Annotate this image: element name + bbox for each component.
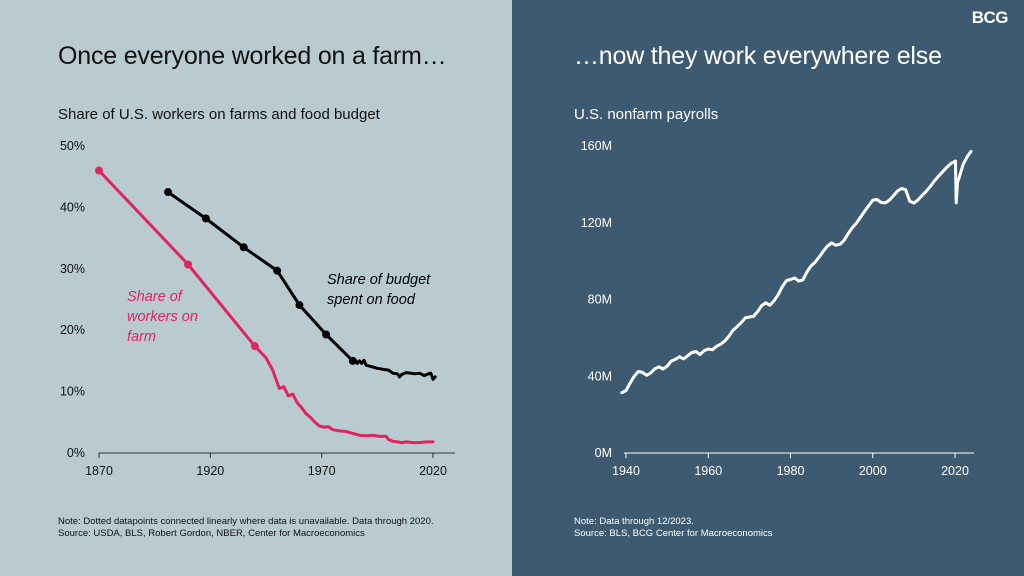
farm-food-chart: 0% 10% 20% 30% 40% 50% 1870 1920 1970 2020 Share o…: [60, 139, 455, 478]
y-tick-label: 160M: [581, 139, 612, 153]
food-budget-label: Share of budget: [327, 272, 431, 288]
y-tick-label: 0M: [595, 446, 612, 460]
farm-workers-label: Share of: [127, 289, 184, 305]
right-note: Note: Data through 12/2023. Source: BLS,…: [574, 516, 773, 540]
x-tick-label: 2020: [941, 464, 969, 478]
food-budget-point: [348, 356, 357, 365]
y-tick-label: 80M: [588, 293, 612, 307]
food-budget-point: [295, 301, 304, 310]
x-tick-label: 1980: [777, 464, 805, 478]
y-tick-label: 120M: [581, 216, 612, 230]
farm-workers-line: [97, 169, 435, 445]
food-budget-point: [164, 188, 173, 197]
x-tick-label: 2020: [419, 464, 447, 478]
x-tick-label: 2000: [859, 464, 887, 478]
x-tick-label: 1960: [694, 464, 722, 478]
payrolls-line: [620, 149, 973, 395]
right-panel: BCG …now they work everywhere else U.S. …: [512, 0, 1024, 576]
right-headline: …now they work everywhere else: [574, 42, 942, 70]
farm-workers-point: [95, 166, 103, 175]
left-headline: Once everyone worked on a farm…: [58, 42, 447, 70]
farm-workers-point: [250, 342, 259, 351]
farm-workers-point: [184, 260, 193, 269]
payrolls-chart: 0M 40M 80M 120M 160M 1940 1960 1980 2000 2020: [581, 139, 974, 478]
y-tick-label: 30%: [60, 262, 85, 276]
bcg-logo: BCG: [971, 8, 1009, 27]
right-chart-title: U.S. nonfarm payrolls: [574, 106, 719, 123]
left-chart-title: Share of U.S. workers on farms and food …: [58, 106, 380, 123]
y-tick-label: 40%: [60, 200, 85, 214]
food-budget-point: [322, 330, 331, 339]
x-tick-label: 1920: [196, 464, 224, 478]
y-tick-label: 40M: [588, 369, 612, 383]
food-budget-line: [166, 190, 437, 381]
y-tick-label: 20%: [60, 323, 85, 337]
food-budget-point: [273, 266, 282, 275]
y-tick-label: 10%: [60, 385, 85, 399]
y-tick-label: 0%: [67, 446, 85, 460]
food-budget-point: [201, 214, 210, 223]
farm-workers-label: workers on: [127, 309, 198, 325]
food-budget-label: spent on food: [327, 292, 416, 308]
x-tick-label: 1970: [308, 464, 336, 478]
x-tick-label: 1940: [612, 464, 640, 478]
right-note-line-1: Note: Data through 12/2023.: [574, 516, 694, 527]
left-panel: Once everyone worked on a farm… Share of…: [0, 0, 512, 576]
left-note: Note: Dotted datapoints connected linear…: [58, 516, 434, 540]
y-tick-label: 50%: [60, 139, 85, 153]
left-note-line-2: Source: USDA, BLS, Robert Gordon, NBER, …: [58, 528, 365, 539]
left-note-line-1: Note: Dotted datapoints connected linear…: [58, 516, 434, 527]
right-note-line-2: Source: BLS, BCG Center for Macroeconomi…: [574, 528, 773, 539]
food-budget-point: [239, 243, 248, 252]
farm-workers-label: farm: [127, 329, 156, 345]
x-tick-label: 1870: [85, 464, 113, 478]
